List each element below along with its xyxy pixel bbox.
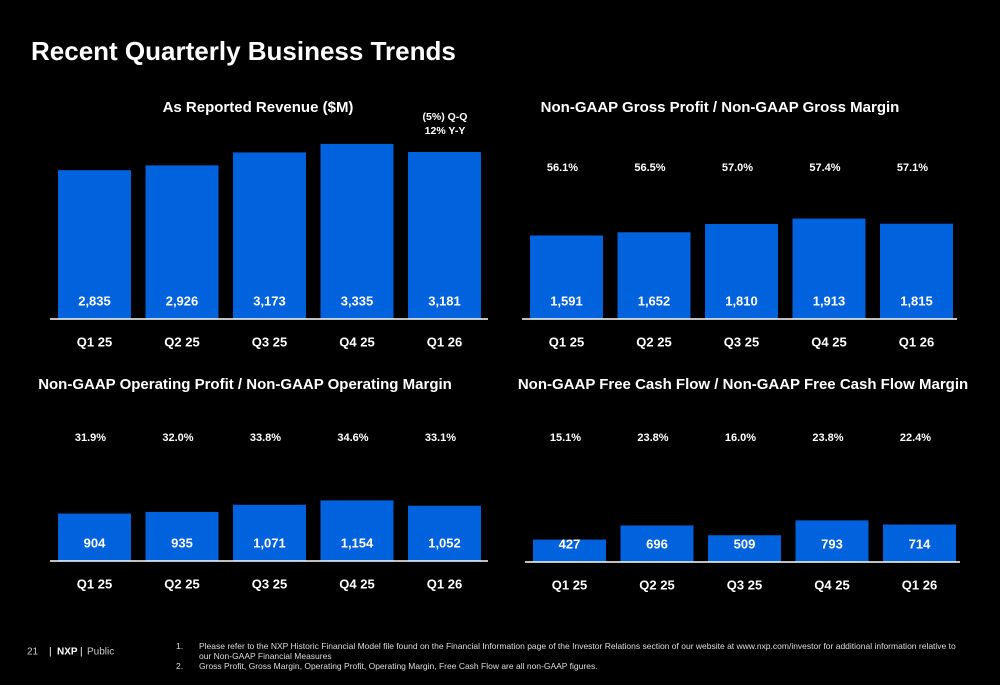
bar — [233, 504, 306, 561]
chart-title: Non-GAAP Free Cash Flow / Non-GAAP Free … — [518, 376, 968, 393]
bar — [320, 500, 394, 561]
value-label: 1,071 — [253, 535, 286, 550]
x-tick-label: Q3 25 — [252, 576, 287, 591]
bar — [708, 535, 781, 562]
x-tick-label: Q1 26 — [427, 334, 462, 349]
x-tick-label: Q2 25 — [164, 334, 199, 349]
footnote: 1. Please refer to the NXP Historic Finan… — [176, 641, 966, 661]
value-label: 2,835 — [78, 293, 111, 308]
bar — [705, 223, 778, 319]
footnote-number: 2. — [176, 661, 184, 671]
x-tick-label: Q2 25 — [164, 576, 199, 591]
bar — [145, 511, 219, 561]
value-label: 1,154 — [341, 535, 374, 550]
bar — [233, 152, 306, 319]
bar — [320, 143, 394, 319]
value-label: 3,173 — [253, 293, 286, 308]
value-label: 1,810 — [725, 293, 758, 308]
value-label: 2,926 — [166, 293, 199, 308]
margin-label: 57.1% — [897, 162, 928, 174]
x-tick-label: Q1 25 — [552, 577, 587, 592]
brand: NXP — [57, 647, 78, 658]
bar — [533, 539, 606, 562]
value-label: 427 — [559, 536, 581, 551]
x-tick-label: Q3 25 — [252, 334, 287, 349]
value-label: 1,591 — [550, 293, 583, 308]
margin-label: 34.6% — [337, 432, 368, 444]
margin-label: 22.4% — [900, 432, 931, 444]
bar — [58, 170, 131, 319]
bar — [792, 218, 866, 319]
x-tick-label: Q4 25 — [814, 577, 849, 592]
footnote-number: 1. — [176, 641, 184, 651]
chart-title: Non-GAAP Gross Profit / Non-GAAP Gross M… — [541, 99, 900, 116]
value-label: 509 — [734, 536, 756, 551]
x-tick-label: Q1 25 — [77, 334, 112, 349]
x-tick-label: Q1 26 — [902, 577, 937, 592]
bar — [530, 235, 603, 319]
annotation: (5%) Q-Q — [423, 111, 468, 123]
annotation: 12% Y-Y — [425, 125, 466, 137]
footnote-text: Please refer to the NXP Historic Financi… — [199, 641, 956, 661]
value-label: 696 — [646, 536, 668, 551]
margin-label: 16.0% — [725, 432, 756, 444]
bar — [620, 525, 694, 562]
margin-label: 57.0% — [722, 162, 753, 174]
bar — [408, 151, 481, 319]
page-number: 21 — [27, 647, 39, 658]
separator: | — [49, 647, 52, 658]
bar — [58, 513, 131, 561]
margin-label: 15.1% — [550, 432, 581, 444]
x-tick-label: Q4 25 — [811, 334, 846, 349]
x-tick-label: Q2 25 — [636, 334, 671, 349]
bar — [617, 232, 691, 319]
value-label: 1,652 — [638, 293, 671, 308]
footnote-text: Gross Profit, Gross Margin, Operating Pr… — [199, 661, 598, 671]
value-label: 1,913 — [813, 293, 846, 308]
margin-label: 56.1% — [547, 162, 578, 174]
value-label: 793 — [821, 536, 843, 551]
value-label: 1,815 — [900, 293, 933, 308]
margin-label: 33.8% — [250, 432, 281, 444]
margin-label: 32.0% — [162, 432, 193, 444]
x-tick-label: Q1 25 — [549, 334, 584, 349]
chart-title: Non-GAAP Operating Profit / Non-GAAP Ope… — [38, 376, 452, 393]
margin-label: 23.8% — [812, 432, 843, 444]
x-tick-label: Q1 26 — [899, 334, 934, 349]
bar — [145, 165, 219, 319]
classification: Public — [87, 647, 114, 658]
x-tick-label: Q1 25 — [77, 576, 112, 591]
value-label: 3,335 — [341, 293, 374, 308]
separator: | — [80, 647, 83, 658]
value-label: 3,181 — [428, 293, 461, 308]
chart-title: As Reported Revenue ($M) — [163, 99, 354, 116]
bar — [883, 524, 956, 562]
x-tick-label: Q3 25 — [724, 334, 759, 349]
margin-label: 33.1% — [425, 432, 456, 444]
x-tick-label: Q4 25 — [339, 576, 374, 591]
value-label: 1,052 — [428, 535, 461, 550]
x-tick-label: Q1 26 — [427, 576, 462, 591]
margin-label: 23.8% — [637, 432, 668, 444]
slide-title: Recent Quarterly Business Trends — [31, 36, 456, 66]
bar — [880, 223, 953, 319]
margin-label: 31.9% — [75, 432, 106, 444]
x-tick-label: Q3 25 — [727, 577, 762, 592]
value-label: 714 — [909, 536, 931, 551]
x-tick-label: Q4 25 — [339, 334, 374, 349]
x-tick-label: Q2 25 — [639, 577, 674, 592]
margin-label: 56.5% — [634, 162, 665, 174]
footnote: 2. Gross Profit, Gross Margin, Operating … — [176, 661, 966, 671]
bar — [408, 505, 481, 561]
bar — [795, 520, 869, 562]
value-label: 904 — [84, 535, 106, 550]
value-label: 935 — [171, 535, 193, 550]
margin-label: 57.4% — [809, 162, 840, 174]
